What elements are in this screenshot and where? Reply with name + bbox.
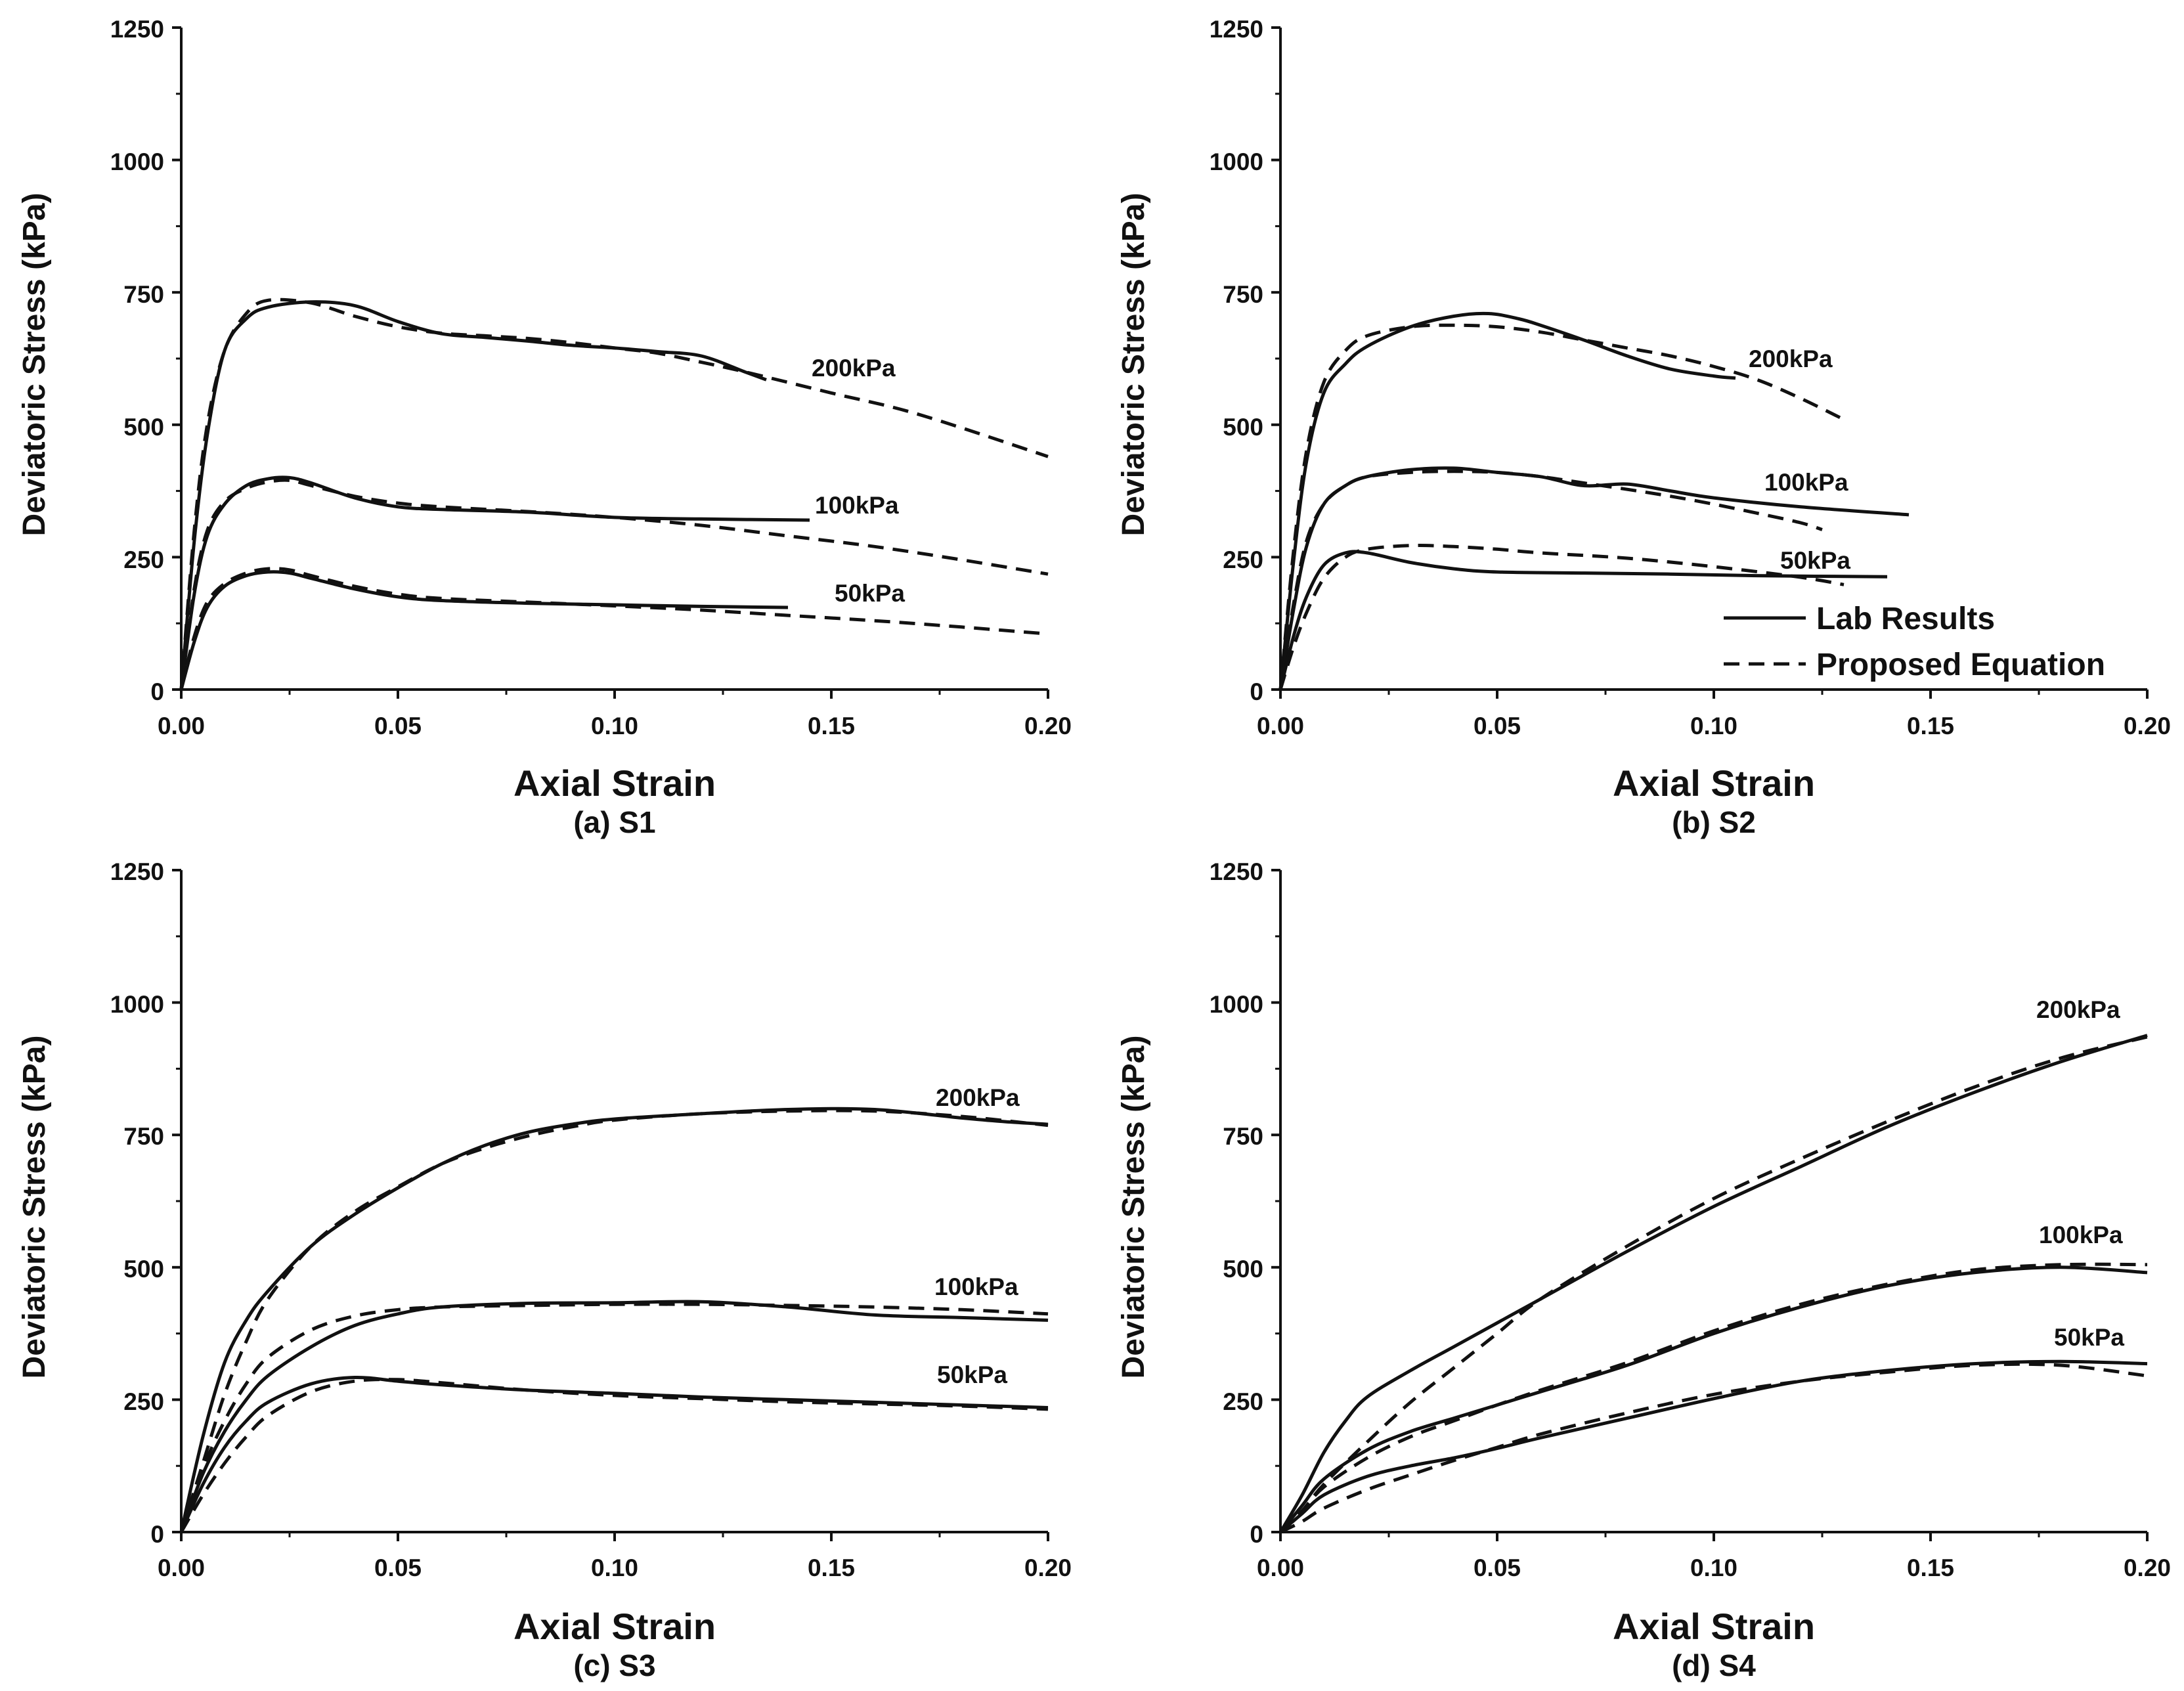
y-tick-label: 750 <box>1223 281 1263 308</box>
y-tick-label: 1250 <box>110 858 164 885</box>
panel-c: 1250 1000 750 500 250 0 0.00 0.05 0.10 0… <box>17 858 1072 1682</box>
x-tick-label: 0.00 <box>158 713 205 739</box>
x-axis-title: Axial Strain <box>513 762 716 804</box>
series-label-200kpa: 200kPa <box>1749 345 1833 372</box>
panel-b: 1250 1000 750 500 250 0 0.00 0.05 0.10 0… <box>1116 16 2171 839</box>
x-tick-label: 0.05 <box>1474 713 1521 739</box>
y-tick-label: 500 <box>123 414 164 441</box>
50kpa-lab-results-line <box>1278 550 1888 690</box>
y-tick-label: 0 <box>150 678 164 705</box>
x-tick-label: 0.00 <box>1257 1554 1304 1581</box>
x-axis-title: Axial Strain <box>513 1606 716 1647</box>
plot-area-b <box>1271 26 2149 699</box>
y-tick-label: 1250 <box>1210 16 1263 43</box>
y-tick-label: 500 <box>1223 414 1263 441</box>
y-tick-label: 250 <box>123 546 164 573</box>
50kpa-proposed-equation-line <box>179 567 1049 690</box>
y-tick-label: 0 <box>150 1521 164 1548</box>
x-tick-label: 0.00 <box>1257 713 1304 739</box>
y-tick-label: 1250 <box>1210 858 1263 885</box>
series-label-200kpa: 200kPa <box>2036 996 2120 1023</box>
x-axis-title: Axial Strain <box>1613 1606 1815 1647</box>
200kpa-lab-results-line <box>1278 311 1736 690</box>
x-tick-label: 0.00 <box>158 1554 205 1581</box>
y-tick-label: 1000 <box>110 991 164 1018</box>
50kpa-proposed-equation-line <box>179 1378 1049 1533</box>
legend-label-lab: Lab Results <box>1816 602 1995 636</box>
x-tick-label: 0.20 <box>2124 1554 2171 1581</box>
50kpa-proposed-equation-line <box>1279 1362 2148 1534</box>
x-tick-label: 0.10 <box>1690 1554 1737 1581</box>
series-label-100kpa: 100kPa <box>934 1273 1018 1300</box>
y-tick-label: 0 <box>1250 1521 1263 1548</box>
x-tick-label: 0.05 <box>374 713 422 739</box>
panel-caption: (c) S3 <box>573 1648 655 1682</box>
50kpa-lab-results-line <box>1279 1359 2148 1533</box>
series-label-100kpa: 100kPa <box>1764 469 1848 496</box>
100kpa-proposed-equation-line <box>179 1302 1049 1533</box>
x-tick-label: 0.10 <box>591 1554 638 1581</box>
plot-area-c <box>172 869 1049 1541</box>
x-tick-label: 0.20 <box>1024 713 1072 739</box>
y-tick-label: 750 <box>123 281 164 308</box>
plot-area-a <box>172 26 1049 699</box>
x-tick-label: 0.10 <box>1690 713 1737 739</box>
y-tick-label: 1000 <box>110 148 164 175</box>
series-label-50kpa: 50kPa <box>937 1361 1007 1388</box>
series-label-50kpa: 50kPa <box>835 580 905 607</box>
100kpa-lab-results-line <box>1279 1265 2148 1533</box>
y-axis-title: Deviatoric Stress (kPa) <box>1116 193 1151 537</box>
100kpa-proposed-equation-line <box>1279 1262 2148 1533</box>
y-axis-title: Deviatoric Stress (kPa) <box>17 193 52 537</box>
panel-caption: (d) S4 <box>1672 1648 1756 1682</box>
x-tick-label: 0.15 <box>1907 1554 1954 1581</box>
legend-label-eq: Proposed Equation <box>1816 648 2105 682</box>
panel-caption: (b) S2 <box>1672 805 1756 839</box>
y-tick-label: 500 <box>1223 1256 1263 1283</box>
x-axis-title: Axial Strain <box>1613 762 1815 804</box>
series-label-100kpa: 100kPa <box>815 492 899 519</box>
y-tick-label: 1000 <box>1210 991 1263 1018</box>
y-tick-label: 1000 <box>1210 148 1263 175</box>
x-tick-label: 0.20 <box>1024 1554 1072 1581</box>
panel-a: 1250 1000 750 500 250 0 0.00 0.05 0.10 0… <box>17 16 1072 839</box>
200kpa-proposed-equation-line <box>1278 323 1845 690</box>
panel-d: 1250 1000 750 500 250 0 0.00 0.05 0.10 0… <box>1116 858 2171 1682</box>
y-tick-label: 750 <box>1223 1123 1263 1150</box>
y-tick-label: 250 <box>1223 546 1263 573</box>
legend: Lab Results Proposed Equation <box>1724 602 2105 682</box>
y-tick-label: 250 <box>123 1388 164 1415</box>
y-tick-label: 250 <box>1223 1388 1263 1415</box>
series-label-50kpa: 50kPa <box>2054 1324 2124 1351</box>
plot-area-d <box>1271 869 2149 1541</box>
series-label-200kpa: 200kPa <box>812 355 896 382</box>
200kpa-proposed-equation-line <box>1279 1035 2148 1533</box>
x-tick-label: 0.05 <box>1474 1554 1521 1581</box>
series-label-200kpa: 200kPa <box>936 1084 1020 1111</box>
100kpa-proposed-equation-line <box>179 478 1049 690</box>
x-tick-label: 0.10 <box>591 713 638 739</box>
panel-caption: (a) S1 <box>573 805 655 839</box>
x-tick-label: 0.15 <box>808 1554 855 1581</box>
200kpa-proposed-equation-line <box>179 1109 1049 1533</box>
y-axis-title: Deviatoric Stress (kPa) <box>17 1036 52 1379</box>
200kpa-proposed-equation-line <box>179 297 1049 690</box>
y-tick-label: 500 <box>123 1256 164 1283</box>
x-tick-label: 0.20 <box>2124 713 2171 739</box>
50kpa-lab-results-line <box>179 570 789 690</box>
x-tick-label: 0.15 <box>1907 713 1954 739</box>
y-tick-label: 750 <box>123 1123 164 1150</box>
x-tick-label: 0.05 <box>374 1554 422 1581</box>
y-axis-title: Deviatoric Stress (kPa) <box>1116 1036 1151 1379</box>
x-tick-label: 0.15 <box>808 713 855 739</box>
series-label-50kpa: 50kPa <box>1780 547 1850 574</box>
50kpa-proposed-equation-line <box>1278 544 1845 690</box>
100kpa-proposed-equation-line <box>1278 470 1823 690</box>
y-tick-label: 0 <box>1250 678 1263 705</box>
y-tick-label: 1250 <box>110 16 164 43</box>
series-label-100kpa: 100kPa <box>2039 1221 2123 1248</box>
200kpa-lab-results-line <box>1278 1034 2148 1533</box>
